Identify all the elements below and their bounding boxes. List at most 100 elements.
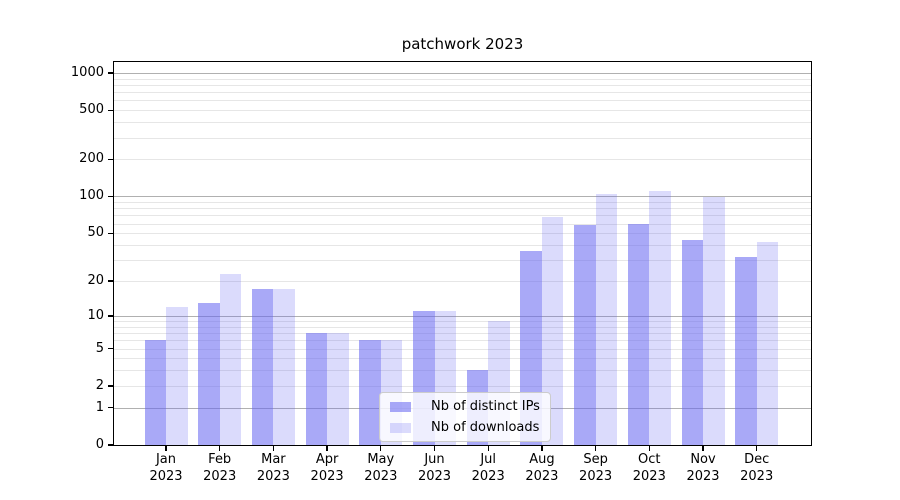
legend-label: Nb of downloads [431,420,540,435]
x-tick-label: Sep 2023 [579,452,613,484]
x-tick-label: Feb 2023 [203,452,237,484]
x-tick-label: Oct 2023 [632,452,666,484]
legend: Nb of distinct IPs Nb of downloads [379,392,551,442]
bar-downloads-sep [595,193,618,445]
y-tick-label: 500 [79,102,104,118]
gridline-major [114,72,811,74]
bar-distinct-ips-apr [305,333,328,445]
bar-downloads-mar [273,289,295,445]
gridline-minor [114,321,811,322]
x-tick-mark [648,445,650,451]
y-tick-label: 0 [95,437,104,452]
x-tick-label: Aug 2023 [525,452,559,484]
bar-downloads-nov [703,197,725,445]
legend-swatch [390,401,411,412]
x-tick-mark [326,445,328,451]
gridline-minor [114,137,811,139]
bar-distinct-ips-may [359,340,381,445]
gridline-minor [114,122,811,124]
y-tick-label: 5 [95,340,104,356]
bar-downloads-apr [327,333,349,445]
bar-distinct-ips-oct [627,223,650,445]
x-tick-label: Jul 2023 [471,452,505,484]
x-tick-mark [165,445,167,451]
y-tick-mark [108,72,114,74]
x-tick-label: Apr 2023 [310,452,344,484]
legend-item-downloads: Nb of downloads [390,420,540,435]
x-tick-label: Jan 2023 [149,452,183,484]
bar-downloads-dec [756,242,779,445]
bar-distinct-ips-jan [144,340,166,445]
gridline-minor [114,385,811,387]
y-tick-label: 100 [79,188,104,204]
bar-distinct-ips-feb [198,302,220,445]
gridline-minor [114,340,811,342]
gridline-minor [114,202,811,204]
y-tick-label: 20 [87,273,104,289]
gridline-minor [114,110,811,112]
plot-area: Nb of distinct IPs Nb of downloads 0 1 2 5 1… [71,61,812,484]
y-tick-label: 200 [79,151,104,167]
y-tick-mark [108,315,114,317]
x-tick-label: May 2023 [364,452,398,484]
legend-swatch [390,422,411,433]
bar-downloads-jan [166,306,188,445]
x-tick-label: Dec 2023 [740,452,774,484]
y-tick-mark [108,280,114,282]
gridline-minor [114,358,811,360]
y-tick-mark [108,406,114,409]
y-tick-mark [108,232,114,234]
y-tick-mark [108,385,114,387]
x-tick-label: Jun 2023 [417,452,452,484]
gridline-minor [114,233,811,235]
chart-title: patchwork 2023 [401,35,524,53]
x-tick-mark [433,445,436,451]
gridline-major [114,315,811,317]
y-tick-mark [108,347,114,350]
gridline-minor [114,370,811,372]
x-tick-mark [594,445,597,451]
x-tick-mark [541,445,543,451]
bar-distinct-ips-dec [735,256,757,445]
gridline-minor [114,208,811,210]
x-tick-mark [272,445,275,451]
bar-distinct-ips-mar [251,289,274,445]
y-tick-mark [108,109,114,111]
y-tick-label: 1 [95,399,104,415]
gridline-minor [114,92,811,94]
gridline-minor [114,159,811,161]
gridline-minor [114,260,811,262]
gridline-minor [114,84,811,86]
bar-downloads-feb [219,273,242,445]
bar-downloads-oct [649,191,671,445]
x-tick-mark [380,445,382,451]
legend-label: Nb of distinct IPs [431,399,540,414]
x-tick-label: Nov 2023 [686,452,720,484]
y-tick-label: 50 [87,225,104,241]
x-tick-mark [702,445,704,451]
gridline-minor [114,326,811,328]
bar-downloads-aug [541,216,564,445]
y-tick-mark [108,444,114,446]
legend-item-distinct-ips: Nb of distinct IPs [390,399,540,414]
gridline-minor [114,78,811,80]
gridline-minor [114,281,811,283]
y-tick-mark [108,195,114,198]
bar-distinct-ips-sep [574,225,596,445]
x-tick-mark [219,445,221,451]
bar-distinct-ips-nov [681,240,703,445]
gridline-major [114,196,811,198]
y-tick-label: 1000 [70,64,104,80]
gridline-minor [114,333,811,335]
x-tick-label: Mar 2023 [256,452,290,484]
y-tick-label: 10 [87,307,104,323]
x-tick-mark [487,445,489,451]
y-tick-mark [108,158,114,161]
gridline-minor [114,100,811,102]
gridline-minor [114,215,811,217]
gridline-minor [114,245,811,246]
gridline-minor [114,348,811,350]
y-tick-label: 2 [95,377,104,393]
gridline-minor [114,223,811,225]
